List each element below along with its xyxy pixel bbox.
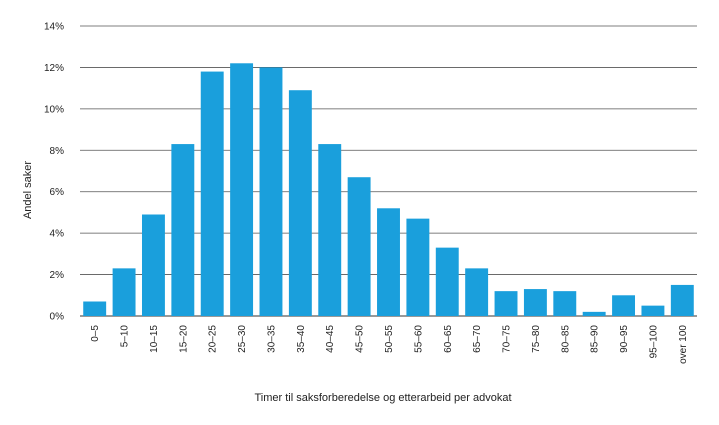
bar-45-50 xyxy=(347,177,371,316)
x-tick-label: 20–25 xyxy=(208,325,219,353)
x-tick-label: 55–60 xyxy=(413,325,424,353)
bar-15-20 xyxy=(171,144,195,316)
y-tick-label: 12% xyxy=(44,63,64,74)
x-tick-label: 5–10 xyxy=(120,325,131,348)
x-tick-label: 10–15 xyxy=(149,325,160,353)
x-tick-label: 60–65 xyxy=(443,325,454,353)
x-tick-label: 0–5 xyxy=(90,325,101,342)
x-tick-label: 70–75 xyxy=(502,325,513,353)
bar-90-95 xyxy=(612,295,636,316)
bar-30-35 xyxy=(259,67,283,316)
bar-95-100 xyxy=(641,305,665,316)
x-axis-tick-labels: 0–5 5–10 10–15 15–20 20–25 25–30 30–35 35–40 40–… xyxy=(90,325,689,364)
bar-over-100 xyxy=(670,284,694,316)
x-tick-label: 90–95 xyxy=(619,325,630,353)
x-tick-label: 50–55 xyxy=(384,325,395,353)
bar-70-75 xyxy=(494,291,518,316)
x-tick-label: 75–80 xyxy=(531,325,542,353)
y-axis-tick-labels: 0% 2% 4% 6% 8% 10% 12% 14% xyxy=(44,22,64,323)
x-tick-label: 45–50 xyxy=(355,325,366,353)
x-tick-label: 25–30 xyxy=(237,325,248,353)
x-tick-label: over 100 xyxy=(678,325,689,364)
x-tick-label: 35–40 xyxy=(296,325,307,353)
bar-40-45 xyxy=(318,144,342,316)
x-tick-label: 40–45 xyxy=(325,325,336,353)
bar-55-60 xyxy=(406,218,430,316)
bars xyxy=(83,63,694,317)
y-tick-label: 0% xyxy=(50,312,65,323)
x-tick-label: 80–85 xyxy=(560,325,571,353)
y-tick-label: 2% xyxy=(50,270,65,281)
bar-20-25 xyxy=(200,71,224,316)
y-tick-label: 6% xyxy=(50,187,65,198)
x-tick-label: 85–90 xyxy=(590,325,601,353)
bar-65-70 xyxy=(465,268,489,316)
bar-75-80 xyxy=(523,289,547,316)
bar-50-55 xyxy=(377,208,400,316)
bar-5-10 xyxy=(112,268,136,316)
y-tick-label: 14% xyxy=(44,22,64,33)
bar-85-90 xyxy=(582,311,606,316)
x-tick-label: 95–100 xyxy=(648,325,659,359)
y-tick-label: 4% xyxy=(50,229,65,240)
y-tick-label: 10% xyxy=(44,104,64,115)
x-tick-label: 30–35 xyxy=(266,325,277,353)
bar-80-85 xyxy=(553,291,577,316)
x-axis-title: Timer til saksforberedelse og etterarbei… xyxy=(255,392,512,404)
y-axis-title: Andel saker xyxy=(22,161,34,219)
bar-0-5 xyxy=(83,301,107,316)
bar-10-15 xyxy=(141,214,165,316)
y-tick-label: 8% xyxy=(50,146,65,157)
x-tick-label: 15–20 xyxy=(178,325,189,353)
x-tick-label: 65–70 xyxy=(472,325,483,353)
bar-25-30 xyxy=(230,63,254,317)
bar-35-40 xyxy=(288,90,312,316)
bar-60-65 xyxy=(435,247,459,316)
